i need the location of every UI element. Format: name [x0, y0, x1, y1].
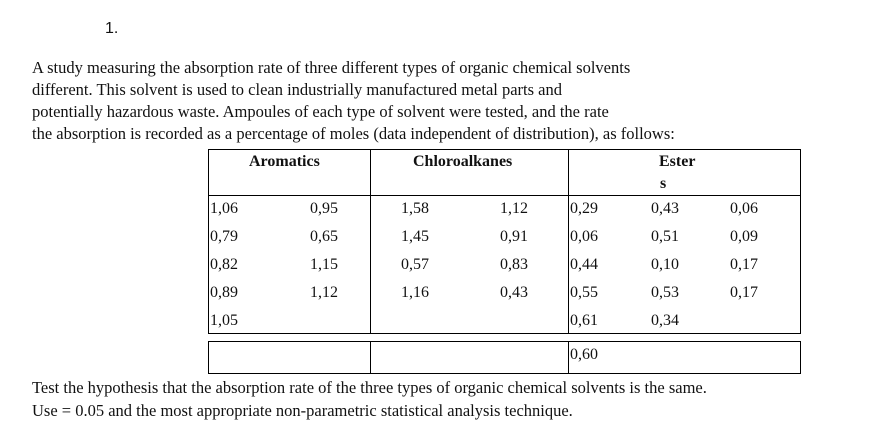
aromatics-cell: 1,12: [310, 284, 338, 301]
aromatics-cell: 0,79: [210, 228, 238, 245]
chloroalkanes-cell: 0,43: [500, 284, 528, 301]
aromatics-cell: 0,65: [310, 228, 338, 245]
question-number: 1.: [105, 20, 119, 37]
chloroalkanes-cell: 1,16: [401, 284, 429, 301]
aromatics-cell: 0,89: [210, 284, 238, 301]
esters-cell: 0,44: [570, 256, 598, 273]
table-header-divider: [208, 195, 800, 196]
esters-cell: 0,06: [730, 200, 758, 217]
aromatics-cell: 1,05: [210, 312, 238, 329]
closing-line-1: Test the hypothesis that the absorption …: [32, 378, 707, 397]
header-esters: Ester: [659, 153, 696, 170]
chloroalkanes-cell: 0,83: [500, 256, 528, 273]
table-right-border: [800, 149, 801, 334]
aromatics-cell: 0,95: [310, 200, 338, 217]
intro-line-4: the absorption is recorded as a percenta…: [32, 124, 675, 143]
esters-cell: 0,61: [570, 312, 598, 329]
chloroalkanes-cell: 0,91: [500, 228, 528, 245]
table-col-divider-2: [568, 149, 569, 334]
aromatics-cell: 0,82: [210, 256, 238, 273]
extra-row-top-border: [208, 341, 800, 342]
esters-cell: 0,34: [651, 312, 679, 329]
header-chloroalkanes: Chloroalkanes: [413, 153, 513, 170]
esters-cell: 0,53: [651, 284, 679, 301]
intro-line-1: A study measuring the absorption rate of…: [32, 58, 631, 77]
esters-extra-cell: 0,60: [570, 346, 598, 363]
esters-cell: 0,10: [651, 256, 679, 273]
table-top-border: [208, 149, 800, 150]
table-col-divider-1: [370, 149, 371, 334]
aromatics-cell: 1,15: [310, 256, 338, 273]
intro-line-2: different. This solvent is used to clean…: [32, 80, 562, 99]
esters-cell: 0,09: [730, 228, 758, 245]
esters-cell: 0,51: [651, 228, 679, 245]
extra-row-left-border: [208, 341, 209, 374]
esters-cell: 0,29: [570, 200, 598, 217]
esters-cell: 0,43: [651, 200, 679, 217]
header-esters-wrap: s: [660, 175, 667, 192]
header-aromatics: Aromatics: [249, 153, 320, 170]
esters-cell: 0,17: [730, 256, 758, 273]
esters-cell: 0,55: [570, 284, 598, 301]
extra-row-divider-1: [370, 341, 371, 374]
table-left-border: [208, 149, 209, 334]
closing-line-2: Use = 0.05 and the most appropriate non-…: [32, 401, 573, 420]
chloroalkanes-cell: 1,58: [401, 200, 429, 217]
extra-row-divider-2: [568, 341, 569, 374]
table-bottom-border: [208, 333, 800, 334]
chloroalkanes-cell: 0,57: [401, 256, 429, 273]
intro-line-3: potentially hazardous waste. Ampoules of…: [32, 102, 609, 121]
chloroalkanes-cell: 1,45: [401, 228, 429, 245]
chloroalkanes-cell: 1,12: [500, 200, 528, 217]
extra-row-right-border: [800, 341, 801, 374]
esters-cell: 0,17: [730, 284, 758, 301]
aromatics-cell: 1,06: [210, 200, 238, 217]
extra-row-bottom-border: [208, 373, 800, 374]
esters-cell: 0,06: [570, 228, 598, 245]
